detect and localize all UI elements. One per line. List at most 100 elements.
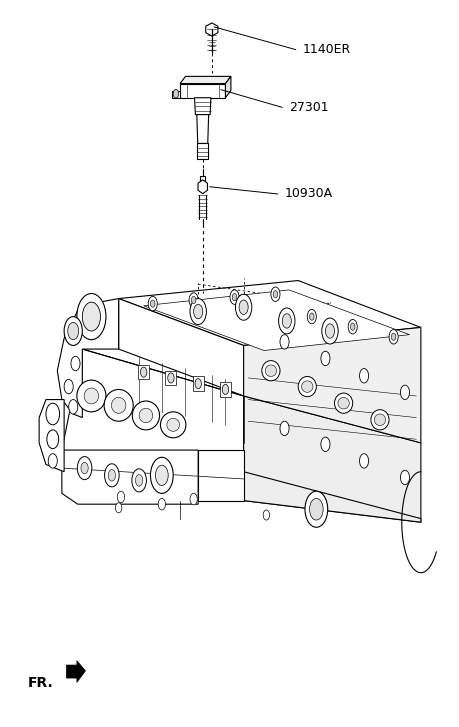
Circle shape <box>359 369 368 383</box>
Circle shape <box>307 310 316 324</box>
Polygon shape <box>197 143 208 159</box>
Circle shape <box>388 329 397 344</box>
Circle shape <box>81 462 88 474</box>
Polygon shape <box>57 299 118 417</box>
Circle shape <box>108 470 115 481</box>
Circle shape <box>47 430 59 449</box>
Polygon shape <box>225 76 230 97</box>
Polygon shape <box>194 97 211 115</box>
Circle shape <box>64 379 73 394</box>
Circle shape <box>64 316 82 345</box>
Text: FR.: FR. <box>28 676 53 690</box>
Circle shape <box>280 334 288 349</box>
Circle shape <box>263 510 269 520</box>
Circle shape <box>150 457 173 494</box>
Polygon shape <box>198 450 243 501</box>
Polygon shape <box>243 327 420 443</box>
Polygon shape <box>192 377 203 391</box>
Circle shape <box>173 89 178 98</box>
Circle shape <box>155 465 168 486</box>
Circle shape <box>280 421 288 435</box>
Circle shape <box>77 457 92 480</box>
Text: 27301: 27301 <box>288 101 328 114</box>
Circle shape <box>150 300 155 308</box>
Circle shape <box>321 318 337 344</box>
Circle shape <box>104 464 119 487</box>
Circle shape <box>71 356 80 371</box>
Circle shape <box>46 403 60 425</box>
Circle shape <box>320 437 329 451</box>
Text: 1140ER: 1140ER <box>302 43 350 56</box>
Ellipse shape <box>297 377 316 397</box>
Circle shape <box>309 313 313 320</box>
Circle shape <box>320 351 329 366</box>
Circle shape <box>270 287 280 302</box>
Ellipse shape <box>374 414 385 425</box>
Circle shape <box>222 385 228 395</box>
Polygon shape <box>165 371 176 385</box>
Circle shape <box>350 323 354 330</box>
Circle shape <box>68 400 78 414</box>
Polygon shape <box>118 299 243 396</box>
Polygon shape <box>39 400 64 472</box>
Circle shape <box>48 454 57 468</box>
Circle shape <box>77 294 106 340</box>
Polygon shape <box>243 396 420 522</box>
Circle shape <box>191 297 196 304</box>
Circle shape <box>190 494 197 505</box>
Polygon shape <box>62 349 243 501</box>
Ellipse shape <box>334 393 352 413</box>
Circle shape <box>399 470 409 485</box>
Ellipse shape <box>370 410 388 430</box>
Circle shape <box>304 491 327 527</box>
Ellipse shape <box>167 418 179 431</box>
Polygon shape <box>172 91 179 97</box>
Ellipse shape <box>132 401 159 430</box>
Polygon shape <box>219 382 230 397</box>
Ellipse shape <box>84 388 98 404</box>
Ellipse shape <box>77 380 106 411</box>
Circle shape <box>325 324 334 338</box>
Circle shape <box>230 290 239 305</box>
Polygon shape <box>200 176 205 181</box>
Ellipse shape <box>265 365 276 377</box>
Circle shape <box>309 499 323 520</box>
Circle shape <box>193 305 202 318</box>
Circle shape <box>282 314 291 328</box>
Circle shape <box>278 308 294 334</box>
Ellipse shape <box>337 398 348 409</box>
Circle shape <box>115 503 122 513</box>
Polygon shape <box>66 661 85 683</box>
Ellipse shape <box>111 398 126 413</box>
Circle shape <box>239 300 248 315</box>
Polygon shape <box>118 281 420 345</box>
Circle shape <box>140 367 146 377</box>
Circle shape <box>189 293 198 308</box>
Polygon shape <box>179 84 225 97</box>
Circle shape <box>273 291 277 298</box>
Polygon shape <box>205 23 218 36</box>
Ellipse shape <box>104 390 133 421</box>
Ellipse shape <box>261 361 280 381</box>
Circle shape <box>158 499 165 510</box>
Polygon shape <box>197 180 207 193</box>
Circle shape <box>135 475 142 486</box>
Circle shape <box>67 322 78 340</box>
Circle shape <box>347 319 357 334</box>
Circle shape <box>148 297 157 311</box>
Polygon shape <box>138 365 149 379</box>
Polygon shape <box>62 450 198 505</box>
Circle shape <box>132 469 146 492</box>
Polygon shape <box>196 115 208 143</box>
Circle shape <box>359 454 368 468</box>
Circle shape <box>190 299 206 324</box>
Ellipse shape <box>160 411 185 438</box>
Polygon shape <box>179 76 230 84</box>
Text: 10930A: 10930A <box>284 188 332 201</box>
Circle shape <box>82 302 100 331</box>
Circle shape <box>399 385 409 400</box>
Ellipse shape <box>301 381 312 393</box>
Circle shape <box>168 373 174 383</box>
Polygon shape <box>143 290 409 350</box>
Circle shape <box>195 379 201 389</box>
